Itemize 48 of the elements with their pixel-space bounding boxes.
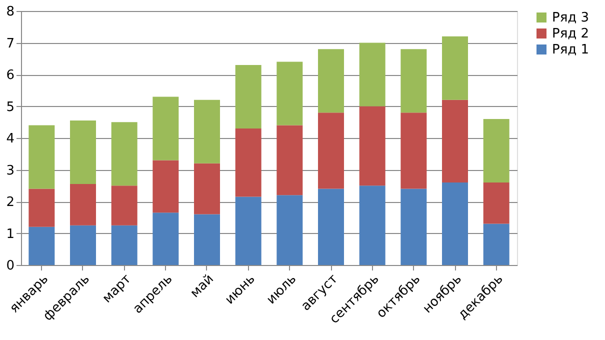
bar bbox=[152, 160, 179, 213]
y-tick-label: 8 bbox=[6, 4, 14, 20]
legend-label: Ряд 1 bbox=[552, 42, 590, 58]
bar bbox=[194, 163, 220, 214]
bar bbox=[235, 128, 262, 197]
bar bbox=[28, 188, 55, 227]
y-tick-label: 5 bbox=[6, 100, 14, 115]
bar bbox=[70, 120, 96, 184]
bar bbox=[111, 225, 138, 265]
bar bbox=[235, 196, 262, 265]
bar bbox=[28, 226, 55, 265]
bar bbox=[111, 122, 138, 186]
bar bbox=[359, 42, 386, 106]
bar bbox=[483, 224, 510, 265]
y-tick-label: 7 bbox=[6, 36, 14, 52]
bar bbox=[194, 214, 220, 265]
bar bbox=[276, 125, 303, 196]
bar bbox=[442, 36, 468, 100]
bar bbox=[483, 182, 510, 224]
bar bbox=[400, 49, 427, 113]
bar bbox=[483, 118, 510, 182]
bar bbox=[152, 212, 179, 265]
bar bbox=[318, 188, 344, 265]
legend-label: Ряд 2 bbox=[552, 26, 590, 42]
bar bbox=[318, 112, 344, 189]
bar bbox=[28, 125, 55, 189]
bar bbox=[152, 96, 179, 160]
bar bbox=[111, 186, 138, 226]
y-tick-label: 6 bbox=[6, 68, 14, 83]
bar bbox=[442, 100, 468, 182]
y-tick-label: 4 bbox=[6, 132, 14, 146]
bar bbox=[235, 64, 262, 128]
bar bbox=[400, 112, 427, 189]
y-tick-label: 0 bbox=[6, 258, 14, 274]
y-tick-label: 1 bbox=[6, 226, 14, 242]
legend-label: Ряд 3 bbox=[552, 10, 590, 26]
bar bbox=[276, 62, 303, 126]
bar bbox=[194, 100, 220, 164]
y-tick-label: 2 bbox=[6, 195, 14, 210]
bar bbox=[318, 49, 344, 113]
y-tick-label: 3 bbox=[6, 163, 14, 178]
bar bbox=[359, 106, 386, 186]
bar bbox=[442, 182, 468, 265]
bar bbox=[70, 184, 96, 226]
bar bbox=[276, 195, 303, 265]
bar bbox=[400, 188, 427, 265]
bar bbox=[70, 225, 96, 265]
bar bbox=[359, 186, 386, 265]
